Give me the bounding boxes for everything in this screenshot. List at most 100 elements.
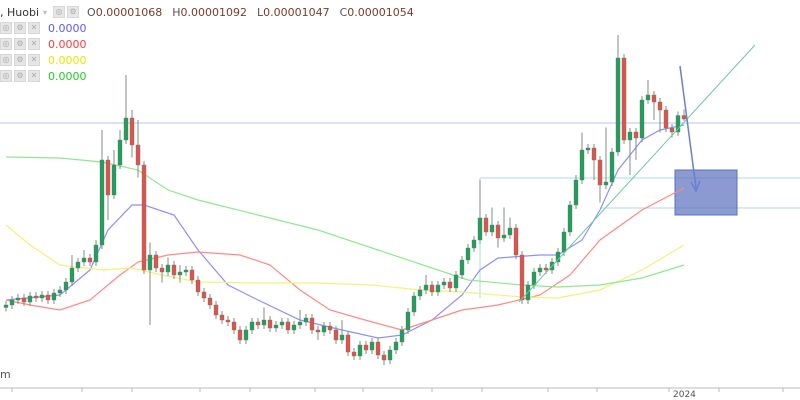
candle xyxy=(441,278,447,289)
ohlc-open: O0.00001068 xyxy=(87,5,163,19)
candle xyxy=(675,111,681,136)
candle xyxy=(147,242,153,325)
visibility-icon[interactable]: ◎ xyxy=(0,54,12,66)
candle xyxy=(159,264,165,283)
candle xyxy=(339,320,345,344)
candle xyxy=(123,75,129,144)
candle xyxy=(513,224,519,259)
candle-body-down xyxy=(285,321,291,331)
candle-body-down xyxy=(189,269,195,281)
candle-body-up xyxy=(411,295,417,313)
settings-icon[interactable]: ⚙ xyxy=(14,38,26,50)
candle xyxy=(387,346,393,364)
candle xyxy=(507,217,513,239)
candle-body-up xyxy=(675,115,681,133)
candle-body-down xyxy=(651,94,657,103)
target-zone-rectangle[interactable] xyxy=(674,169,738,216)
candle-body-up xyxy=(93,244,99,263)
time-axis-ticks xyxy=(11,388,784,392)
settings-icon[interactable]: ⚙ xyxy=(14,70,26,82)
visibility-icon[interactable]: ◎ xyxy=(0,70,12,82)
candle xyxy=(75,258,81,272)
candle xyxy=(51,289,57,304)
candle-body-up xyxy=(405,311,411,331)
close-icon[interactable]: ✕ xyxy=(28,38,40,50)
candle-body-up xyxy=(273,324,279,329)
candle xyxy=(369,338,375,354)
candle-body-down xyxy=(513,227,519,256)
candle-body-down xyxy=(171,264,177,276)
candle xyxy=(99,130,105,249)
arrow-line[interactable] xyxy=(679,65,697,189)
candle xyxy=(219,311,225,324)
candle xyxy=(327,322,333,334)
candle-body-down xyxy=(597,159,603,186)
candle xyxy=(183,266,189,276)
candle-body-up xyxy=(573,179,579,206)
candle-body-down xyxy=(447,281,453,289)
ohlc-close: C0.00001054 xyxy=(339,5,414,19)
candle xyxy=(93,240,99,266)
candle xyxy=(15,294,21,304)
candle xyxy=(63,278,69,294)
candle-body-up xyxy=(441,281,447,286)
candle xyxy=(597,156,603,203)
moving-average-line-2[interactable] xyxy=(5,187,685,331)
candle-body-down xyxy=(87,257,93,263)
candle-body-up xyxy=(303,317,309,323)
candle xyxy=(573,175,579,209)
candle-body-up xyxy=(177,271,183,276)
candle xyxy=(645,80,651,104)
candle xyxy=(39,291,45,302)
candle xyxy=(363,341,369,354)
close-icon[interactable]: ✕ xyxy=(28,70,40,82)
candle xyxy=(615,35,621,156)
moving-average-line-1[interactable] xyxy=(5,124,685,339)
candle xyxy=(411,292,417,316)
time-axis[interactable] xyxy=(0,387,800,392)
candle-body-up xyxy=(537,267,543,273)
candle xyxy=(111,150,117,199)
trend-line[interactable] xyxy=(518,44,756,303)
candle-body-up xyxy=(183,269,189,273)
candle-body-up xyxy=(261,319,267,326)
dropdown-caret-icon[interactable]: ▾ xyxy=(43,7,48,17)
candle-body-up xyxy=(369,341,375,351)
candle xyxy=(81,250,87,266)
candle xyxy=(579,132,585,184)
candle xyxy=(261,307,267,329)
close-icon[interactable]: ✕ xyxy=(28,54,40,66)
candle-body-up xyxy=(561,231,567,253)
candle xyxy=(345,331,351,356)
candle xyxy=(201,288,207,302)
candle xyxy=(303,314,309,326)
candle-body-up xyxy=(603,181,609,186)
candle-body-down xyxy=(669,127,675,133)
candle xyxy=(435,281,441,296)
candle xyxy=(555,248,561,266)
candle xyxy=(213,301,219,319)
close-icon[interactable]: ✕ xyxy=(28,22,40,34)
visibility-icon[interactable]: ◎ xyxy=(0,22,12,34)
candle-body-down xyxy=(591,147,597,161)
symbol-row: , Huobi ▾ ◎ ⚙ O0.00001068 H0.00001092 L0… xyxy=(0,4,424,20)
candle-body-up xyxy=(477,217,483,241)
settings-icon[interactable]: ⚙ xyxy=(14,54,26,66)
visibility-icon[interactable]: ◎ xyxy=(0,38,12,50)
visibility-icon[interactable]: ◎ xyxy=(53,6,66,18)
settings-icon[interactable]: ⚙ xyxy=(14,22,26,34)
candle-body-down xyxy=(105,159,111,196)
candle-body-down xyxy=(21,297,27,303)
candle-body-down xyxy=(255,321,261,326)
settings-icon[interactable]: ⚙ xyxy=(67,6,80,18)
candle xyxy=(291,321,297,334)
moving-average-line-3[interactable] xyxy=(5,224,685,299)
candle-body-up xyxy=(147,254,153,271)
candle xyxy=(393,338,399,354)
candle xyxy=(639,96,645,142)
candle-body-down xyxy=(309,317,315,331)
candle xyxy=(375,338,381,359)
candle-body-down xyxy=(231,321,237,331)
candle-body-up xyxy=(639,99,645,139)
